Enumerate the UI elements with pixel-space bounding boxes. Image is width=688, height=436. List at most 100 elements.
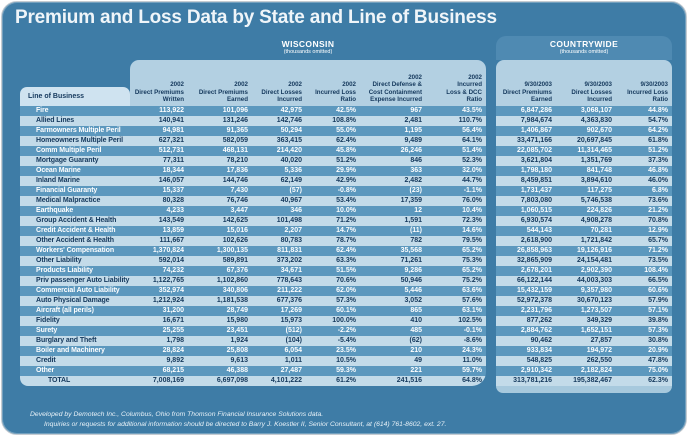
- value-cell: 10.5%: [336, 357, 356, 364]
- value-cell: 6.8%: [652, 187, 668, 194]
- table-row: 1,406,867 902,670 64.2%: [496, 126, 672, 136]
- value-cell: 1,212,924: [152, 297, 184, 304]
- table-row: 8,459,851 3,894,610 46.0%: [496, 176, 672, 186]
- table-row: Farmowners Multiple Peril 94,981 91,365 50,…: [20, 126, 486, 136]
- column-header: 9/30/2003 Direct Premiums Earned: [502, 81, 552, 103]
- column-header: 9/30/2003 Direct Losses Incurred: [571, 81, 612, 103]
- value-cell: 778,643: [276, 277, 302, 284]
- value-cell: 1,273,507: [580, 307, 612, 314]
- value-cell: 80,783: [280, 237, 302, 244]
- value-cell: 50,946: [400, 277, 422, 284]
- value-cell: 363: [410, 167, 422, 174]
- value-cell: 44.7%: [462, 177, 482, 184]
- countrywide-group-header: COUNTRYWIDE (thousands omitted): [496, 36, 672, 60]
- table-row: Credit 9,892 9,613 1,011 10.5% 49 11.0%: [20, 356, 486, 366]
- value-cell: -1.1%: [463, 187, 482, 194]
- table-row: Credit Accident & Health 13,859 15,016 2,20…: [20, 226, 486, 236]
- value-cell: 73.5%: [648, 257, 668, 264]
- table-row: Commercial Auto Liability 352,974 340,806 2…: [20, 286, 486, 296]
- value-cell: -2.2%: [337, 327, 356, 334]
- value-cell: 1,060,515: [520, 207, 552, 214]
- value-cell: 64.1%: [462, 137, 482, 144]
- value-cell: 42.5%: [336, 107, 356, 114]
- value-cell: 2,482: [404, 177, 422, 184]
- value-cell: 70,281: [590, 227, 612, 234]
- value-cell: 17,269: [280, 307, 302, 314]
- table-row: Allied Lines 140,941 131,246 142,746 108.8% 2…: [20, 116, 486, 126]
- value-cell: 66,122,144: [516, 277, 552, 284]
- value-cell: 74,232: [162, 267, 184, 274]
- value-cell: 62.4%: [336, 247, 356, 254]
- value-cell: 210: [410, 347, 422, 354]
- countrywide-group-note: (thousands omitted): [559, 49, 609, 55]
- value-cell: 25,255: [162, 327, 184, 334]
- table-row: Other 68,215 46,388 27,487 59.3% 221 59.7%: [20, 366, 486, 376]
- table-row: Auto Physical Damage 1,212,924 1,181,538 67…: [20, 296, 486, 306]
- line-of-business-cell: Homeowners Multiple Peril: [36, 137, 123, 144]
- table-row: 7,803,080 5,746,538 73.6%: [496, 196, 672, 206]
- value-cell: 9,613: [230, 357, 248, 364]
- value-cell: 142,625: [222, 217, 248, 224]
- table-row: 6,930,574 4,908,278 70.8%: [496, 216, 672, 226]
- value-cell: 15,980: [226, 317, 248, 324]
- value-cell: 108.8%: [332, 117, 356, 124]
- value-cell: 57.3%: [648, 327, 668, 334]
- value-cell: 589,891: [222, 257, 248, 264]
- value-cell: 70.8%: [648, 217, 668, 224]
- line-of-business-cell: Surety: [36, 327, 58, 334]
- value-cell: 78.7%: [336, 237, 356, 244]
- wisconsin-table: WISCONSIN (thousands omitted) Line of Bu…: [20, 36, 486, 386]
- value-cell: 20,697,845: [576, 137, 612, 144]
- value-cell: 101,498: [276, 217, 302, 224]
- value-cell: 2,207: [284, 227, 302, 234]
- table-row: Mortgage Guaranty 77,311 78,210 40,020 51.2%…: [20, 156, 486, 166]
- wisconsin-header-row: Line of Business 2002 Direct Premiums Wr…: [20, 60, 486, 106]
- value-cell: (104): [285, 337, 302, 344]
- table-row: 1,060,515 224,826 21.2%: [496, 206, 672, 216]
- value-cell: 14.6%: [462, 227, 482, 234]
- value-cell: 30.8%: [648, 337, 668, 344]
- value-cell: 46.8%: [648, 167, 668, 174]
- table-row: 15,432,159 9,357,980 60.6%: [496, 286, 672, 296]
- value-cell: 902,670: [586, 127, 612, 134]
- table-row: Products Liability 74,232 67,376 34,671 51.5…: [20, 266, 486, 276]
- value-cell: 27,487: [280, 367, 302, 374]
- line-of-business-cell: Commercial Auto Liability: [36, 287, 120, 294]
- value-cell: 2,182,824: [580, 367, 612, 374]
- line-of-business-cell: Boiler and Machinery: [36, 347, 105, 354]
- value-cell: 12.9%: [648, 227, 668, 234]
- value-cell: -8.6%: [463, 337, 482, 344]
- table-row: Earthquake 4,233 3,447 346 10.0% 12 10.4%: [20, 206, 486, 216]
- value-cell: 15,432,159: [516, 287, 552, 294]
- value-cell: 346: [290, 207, 302, 214]
- table-row: 6,847,286 3,068,107 44.8%: [496, 106, 672, 116]
- value-cell: 71,261: [400, 257, 422, 264]
- value-cell: 29.9%: [336, 167, 356, 174]
- value-cell: 28,824: [162, 347, 184, 354]
- value-cell: 63.6%: [462, 287, 482, 294]
- line-of-business-cell: Medical Malpractice: [36, 197, 101, 204]
- line-of-business-cell: Credit: [36, 357, 56, 364]
- value-cell: 195,382,467: [573, 377, 612, 384]
- value-cell: 9,286: [404, 267, 422, 274]
- line-of-business-cell: Group Accident & Health: [36, 217, 117, 224]
- value-cell: 23.5%: [336, 347, 356, 354]
- table-row: Inland Marine 146,057 144,746 62,149 42.9% 2,…: [20, 176, 486, 186]
- value-cell: 33,471,166: [516, 137, 552, 144]
- value-cell: 15,016: [226, 227, 248, 234]
- value-cell: 79.5%: [462, 237, 482, 244]
- table-row: 2,618,900 1,721,842 65.7%: [496, 236, 672, 246]
- countrywide-column-headers: 9/30/2003 Direct Premiums Earned 9/30/200…: [496, 60, 672, 106]
- value-cell: 18,344: [162, 167, 184, 174]
- line-of-business-cell: Farmowners Multiple Peril: [36, 127, 121, 134]
- value-cell: 20.9%: [648, 347, 668, 354]
- value-cell: 22,085,702: [516, 147, 552, 154]
- value-cell: 101,096: [222, 107, 248, 114]
- column-header: 2002 Incurred Loss Ratio: [315, 81, 356, 103]
- value-cell: 3,052: [404, 297, 422, 304]
- value-cell: 214,420: [276, 147, 302, 154]
- value-cell: 57.1%: [648, 307, 668, 314]
- line-of-business-cell: Fidelity: [36, 317, 60, 324]
- value-cell: 32,865,909: [516, 257, 552, 264]
- value-cell: 10.0%: [336, 207, 356, 214]
